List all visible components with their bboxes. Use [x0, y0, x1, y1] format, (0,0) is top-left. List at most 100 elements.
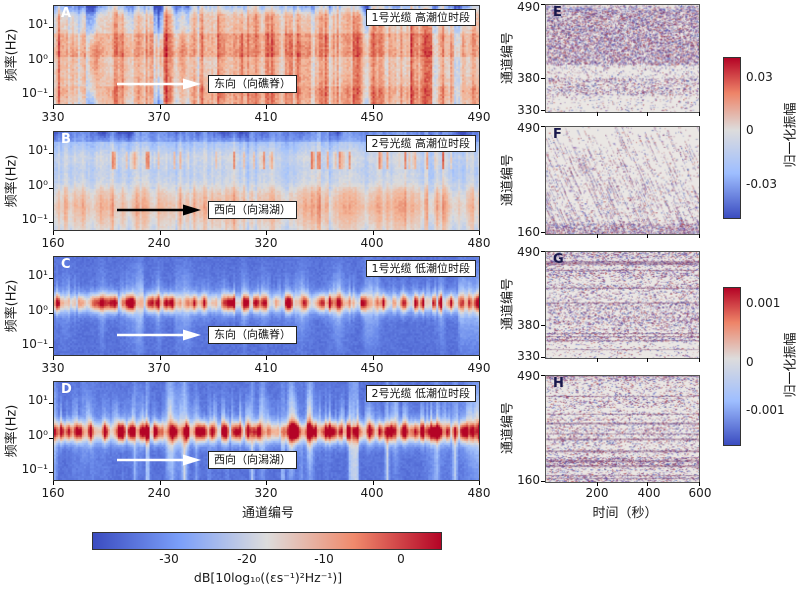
panel-e: E [545, 4, 700, 113]
west-arrow-icon [117, 204, 201, 216]
panel-c-title: 1号光缆 低潮位时段 [365, 260, 476, 277]
panel-e-letter: E [553, 5, 562, 20]
amplitude-colorbar-top-label: 归一化振幅 [783, 102, 799, 168]
y-tick: 330 [517, 103, 540, 117]
panel-d-annotation: 西向（向潟湖） [115, 451, 297, 469]
y-tick: 10⁻¹ [21, 86, 48, 100]
amplitude-colorbar-bottom-label: 归一化振幅 [783, 332, 799, 398]
y-tick: 10¹ [27, 143, 48, 157]
panel-b-title: 2号光缆 高潮位时段 [365, 135, 476, 152]
x-tick: 160 [41, 486, 65, 500]
y-tick-marks [49, 381, 53, 481]
panel-d-letter: D [61, 382, 72, 397]
x-tick: 160 [41, 236, 65, 250]
x-tick: 410 [254, 110, 278, 124]
panel-c-annotation: 东向（向礁脊） [115, 326, 297, 344]
annotation-label: 东向（向礁脊） [208, 75, 297, 93]
x-tick-marks [53, 231, 480, 235]
annotation-label: 东向（向礁脊） [208, 326, 297, 344]
y-tick-marks [49, 131, 53, 231]
y-tick: 330 [517, 349, 540, 363]
y-tick: 160 [517, 473, 540, 487]
y-axis-label-channel-f: 通道编号 [500, 153, 516, 207]
panel-c-letter: C [61, 257, 71, 272]
y-tick-marks [49, 256, 53, 356]
colorbar-tick: -0.03 [746, 177, 778, 191]
y-tick: 10⁻¹ [21, 462, 48, 476]
colorbar-tick: 0 [397, 552, 405, 566]
y-tick: 10⁻¹ [21, 337, 48, 351]
amplitude-colorbar-bottom [723, 287, 741, 446]
colorbar-tick: 0 [746, 123, 754, 137]
x-tick: 330 [41, 110, 65, 124]
colorbar-tick: 0.03 [746, 70, 773, 84]
x-tick: 490 [467, 110, 491, 124]
panel-e-waterfall [545, 4, 700, 113]
y-tick: 490 [517, 369, 540, 383]
colorbar-tick: -10 [314, 552, 334, 566]
x-tick-marks [53, 356, 480, 360]
colorbar-tick: -20 [237, 552, 257, 566]
y-tick-marks [541, 251, 545, 358]
east-arrow-icon [117, 329, 201, 341]
x-tick-marks [545, 482, 700, 486]
y-tick: 380 [517, 318, 540, 332]
west-arrow-icon [117, 454, 201, 466]
x-tick: 480 [467, 486, 491, 500]
panel-a-title: 1号光缆 高潮位时段 [365, 9, 476, 26]
annotation-label: 西向（向潟湖） [208, 201, 297, 219]
panel-b-annotation: 西向（向潟湖） [115, 201, 297, 219]
panel-a-letter: A [61, 6, 72, 21]
x-tick: 330 [41, 361, 65, 375]
x-tick-marks [545, 358, 700, 362]
y-tick: 490 [517, 245, 540, 259]
x-tick: 480 [467, 236, 491, 250]
y-tick: 160 [517, 225, 540, 239]
panel-h: H [545, 375, 700, 483]
x-tick: 490 [467, 361, 491, 375]
y-tick-marks [541, 375, 545, 482]
spectrogram-colorbar [92, 532, 442, 550]
x-tick-marks [545, 112, 700, 116]
x-tick: 410 [254, 361, 278, 375]
y-tick: 490 [517, 0, 540, 14]
panel-b: B 2号光缆 高潮位时段 西向（向潟湖） [53, 131, 480, 231]
x-tick: 400 [360, 486, 384, 500]
x-tick-marks [53, 481, 480, 485]
x-tick: 370 [147, 361, 171, 375]
y-tick: 10¹ [27, 17, 48, 31]
x-tick: 320 [254, 486, 278, 500]
x-tick: 400 [360, 236, 384, 250]
x-tick: 600 [688, 486, 712, 500]
panel-f-waterfall [545, 126, 700, 235]
x-axis-label-channel: 通道编号 [241, 506, 295, 521]
panel-c: C 1号光缆 低潮位时段 东向（向礁脊） [53, 256, 480, 356]
amplitude-colorbar-top [723, 57, 741, 219]
x-tick-marks [545, 234, 700, 238]
colorbar-tick: 0 [746, 355, 754, 369]
annotation-label: 西向（向潟湖） [208, 451, 297, 469]
panel-h-waterfall [545, 375, 700, 483]
y-tick: 10¹ [27, 393, 48, 407]
panel-g-waterfall [545, 251, 700, 359]
y-tick: 380 [517, 71, 540, 85]
x-tick: 240 [147, 236, 171, 250]
y-tick-marks [541, 126, 545, 234]
panel-d: D 2号光缆 低潮位时段 西向（向潟湖） [53, 381, 480, 481]
colorbar-tick: -30 [159, 552, 179, 566]
y-tick: 10⁰ [27, 178, 48, 192]
x-tick: 370 [147, 110, 171, 124]
east-arrow-icon [117, 78, 201, 90]
y-tick: 490 [517, 121, 540, 135]
x-tick: 240 [147, 486, 171, 500]
panel-d-title: 2号光缆 低潮位时段 [365, 385, 476, 402]
colorbar-tick: 0.001 [746, 296, 781, 310]
x-axis-label-time: 时间（秒） [592, 506, 658, 521]
panel-b-letter: B [61, 132, 71, 147]
y-tick-marks [49, 5, 53, 105]
panel-g: G [545, 251, 700, 359]
y-tick: 10⁰ [27, 428, 48, 442]
spectrogram-colorbar-label: dB[10log₁₀((εs⁻¹)²Hz⁻¹)] [193, 570, 343, 585]
panel-f: F [545, 126, 700, 235]
